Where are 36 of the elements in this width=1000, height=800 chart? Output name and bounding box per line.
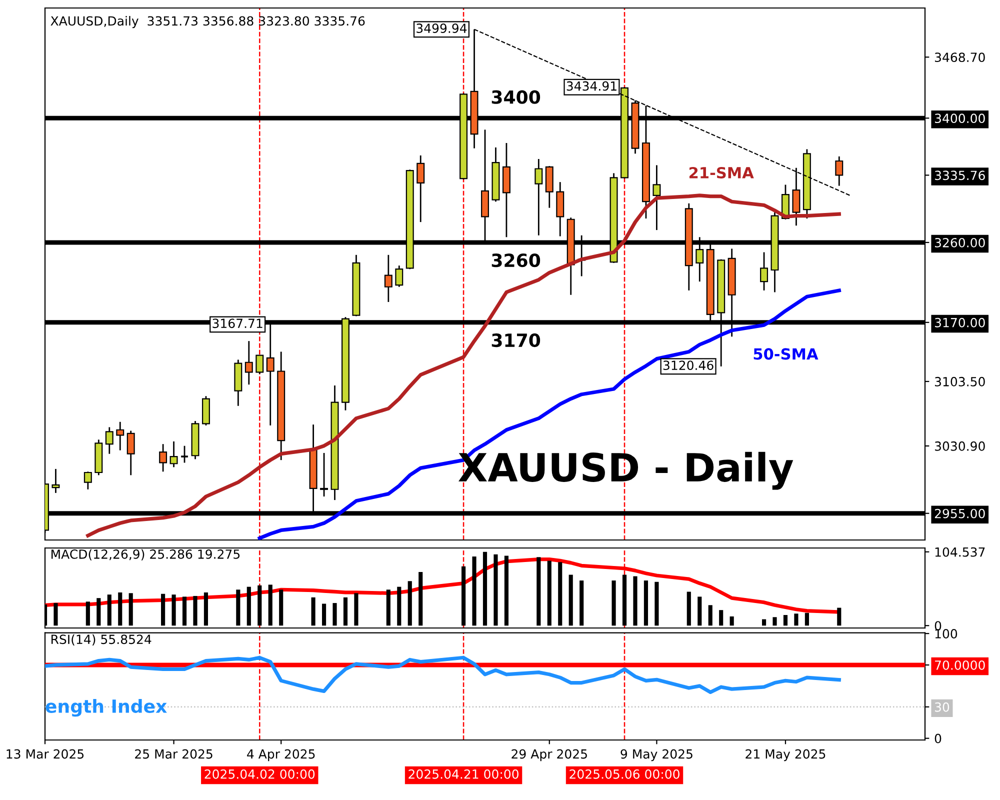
y-tick-label: 3170.00	[934, 318, 985, 328]
annotation: ength Index	[46, 699, 167, 717]
y-tick-label: 100	[935, 629, 958, 638]
ref-line-label: 3260	[492, 253, 540, 268]
text: XAUUSD,Daily 3351.73 3356.88 3323.80 3335.76	[50, 16, 365, 28]
annotation: XAUUSD - Daily	[458, 452, 794, 490]
ref-line-label: 2025.05.06 00:00	[570, 769, 680, 779]
y-tick-label: 104.537	[935, 547, 985, 557]
x-tick-label: 29 Apr 2025	[512, 749, 587, 762]
x-tick-label: 9 May 2025	[620, 749, 692, 762]
y-tick-label: 3335.76	[934, 170, 985, 180]
x-tick-label: 21 May 2025	[746, 749, 826, 762]
annotation: 3499.94	[416, 24, 467, 33]
y-tick-label: 30	[934, 702, 950, 712]
annotation: 3167.71	[212, 318, 262, 328]
y-tick-label: 3030.90	[934, 441, 985, 451]
legend-label: 3400	[492, 90, 540, 104]
ref-line-label: 3170	[492, 333, 540, 348]
series-label: 21-SMA	[689, 166, 754, 178]
chart-title: MACD(12,26,9) 25.286 19.275	[52, 549, 240, 560]
ref-line-label: 2025.04.02 00:00	[204, 769, 315, 779]
chart-title: RSI(14) 55.8524	[52, 634, 152, 646]
y-tick-label: 3400.00	[934, 114, 985, 124]
x-tick-label: 25 Mar 2025	[135, 749, 212, 759]
annotation: 3434.91	[566, 81, 616, 91]
y-tick-label: 3103.50	[934, 376, 985, 386]
series-label: 50-SMA	[754, 348, 818, 360]
y-tick-label: 3468.70	[934, 52, 985, 62]
y-tick-label: 2955.00	[934, 508, 985, 518]
y-tick-label: 70.0000	[935, 660, 985, 670]
x-tick-label: 4 Apr 2025	[247, 749, 315, 762]
y-tick-label: 3260.00	[934, 238, 985, 248]
annotation: 3120.46	[663, 360, 714, 370]
y-tick-label: 0	[934, 734, 942, 744]
x-tick-label: 13 Mar 2025	[6, 749, 84, 759]
ref-line-label: 2025.04.21 00:00	[408, 769, 518, 779]
